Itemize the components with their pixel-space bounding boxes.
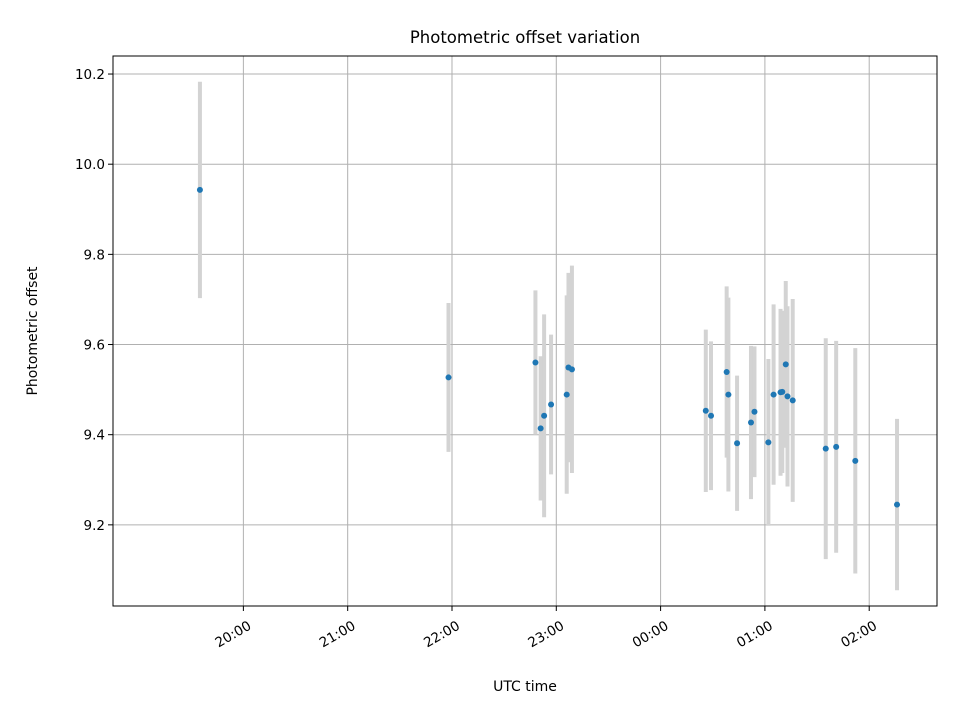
- y-tick-label: 9.2: [84, 518, 105, 534]
- data-point: [563, 391, 570, 398]
- data-point: [532, 359, 539, 366]
- data-point: [196, 186, 203, 193]
- data-point: [822, 445, 829, 452]
- data-point: [708, 412, 715, 419]
- y-tick-label: 10.0: [75, 157, 105, 173]
- data-point: [784, 393, 791, 400]
- data-point: [734, 440, 741, 447]
- data-point: [852, 457, 859, 464]
- y-tick-label: 9.6: [84, 338, 105, 354]
- plot-frame: [112, 55, 938, 607]
- data-point: [765, 439, 772, 446]
- data-point: [725, 391, 732, 398]
- data-point: [894, 501, 901, 508]
- data-point: [723, 369, 730, 376]
- data-point: [537, 425, 544, 432]
- data-point: [833, 443, 840, 450]
- data-point: [568, 366, 575, 373]
- data-markers: [196, 186, 901, 508]
- x-axis-label: UTC time: [493, 679, 557, 695]
- data-point: [751, 408, 758, 415]
- data-point: [779, 388, 786, 395]
- data-point: [548, 401, 555, 408]
- data-point: [541, 412, 548, 419]
- data-point: [747, 419, 754, 426]
- data-point: [770, 391, 777, 398]
- y-tick-label: 10.2: [75, 67, 105, 83]
- data-point: [782, 361, 789, 368]
- y-tick-label: 9.8: [84, 247, 105, 263]
- data-point: [445, 374, 452, 381]
- y-tick-label: 9.4: [84, 428, 105, 444]
- data-point: [702, 407, 709, 414]
- y-axis-label: Photometric offset: [25, 266, 41, 396]
- data-point: [789, 397, 796, 404]
- grid-lines: [113, 56, 937, 606]
- chart-title: Photometric offset variation: [410, 28, 640, 47]
